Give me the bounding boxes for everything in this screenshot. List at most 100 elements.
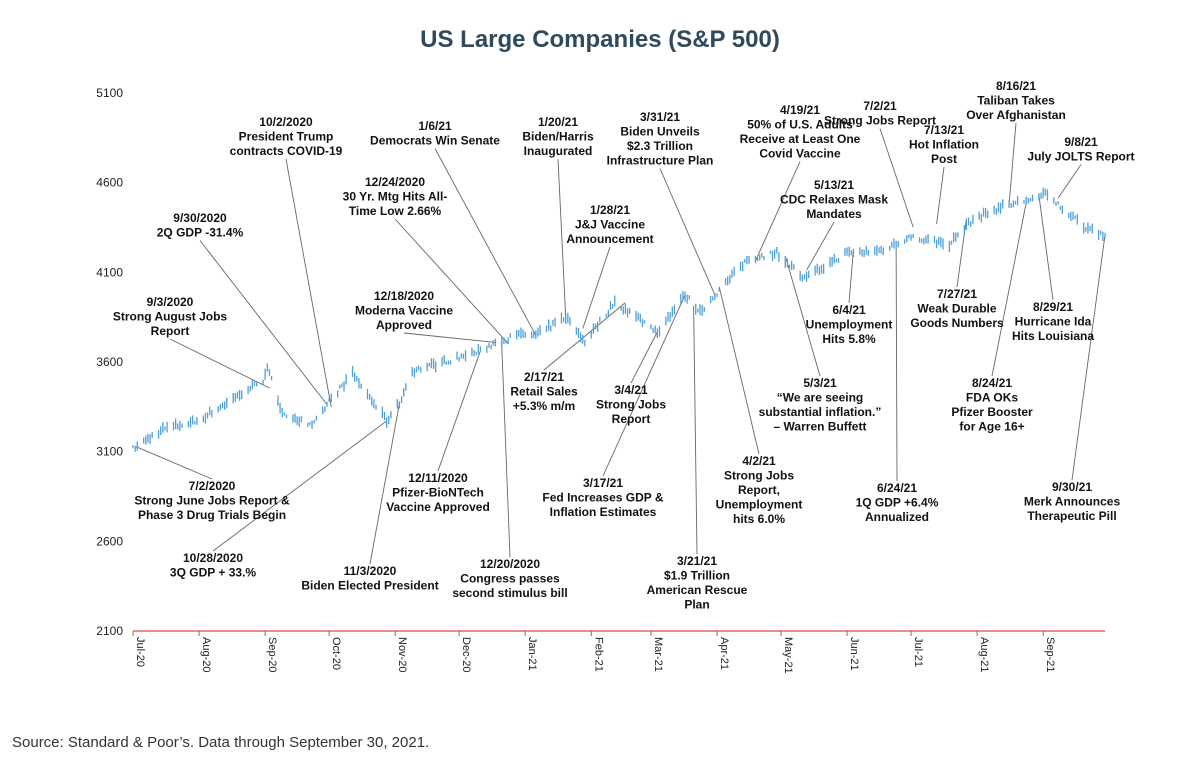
- annotation-line: 4/2/21: [742, 454, 776, 468]
- annotation-line: Covid Vaccine: [759, 147, 841, 161]
- x-axis: Jul-20 Aug-20 Sep-20 Oct-20 Nov-20 Dec-20 Jan-…: [132, 630, 1105, 674]
- annotation-line: 8/16/21: [996, 79, 1036, 93]
- x-tick-label: Jan-21: [526, 637, 538, 671]
- annotation-line: Report,: [738, 483, 780, 497]
- y-tick-label: 4600: [96, 176, 123, 190]
- annotation-line: President Trump: [239, 130, 334, 144]
- annotation-line: 8/29/21: [1033, 300, 1073, 314]
- annotation-leader: [659, 168, 716, 296]
- annotation-label: 9/8/21 July JOLTS Report: [1027, 135, 1134, 164]
- annotation-line: 50% of U.S. Adults: [747, 118, 853, 132]
- annotation-label: 6/4/21 Unemployment Hits 5.8%: [806, 303, 893, 346]
- annotation-line: 10/2/2020: [259, 115, 313, 129]
- annotation-line: Time Low 2.66%: [349, 204, 442, 218]
- annotation-line: Report: [151, 324, 190, 338]
- annotation-leader: [602, 294, 686, 477]
- y-tick-label: 4100: [96, 265, 123, 279]
- y-tick-label: 3600: [96, 355, 123, 369]
- annotation-line: Merk Announces: [1024, 495, 1121, 509]
- annotation-label: 3/31/21 Biden Unveils $2.3 Trillion Infrast…: [607, 110, 714, 168]
- annotation-line: Announcement: [566, 232, 653, 246]
- annotation-line: 5/3/21: [803, 376, 837, 390]
- annotation-line: 12/18/2020: [374, 289, 434, 303]
- annotation-line: Moderna Vaccine: [355, 304, 453, 318]
- annotation-line: $1.9 Trillion: [664, 569, 730, 583]
- annotation-line: 2Q GDP -31.4%: [157, 226, 244, 240]
- annotation-line: 3Q GDP + 33.%: [170, 566, 256, 580]
- annotation-label: 1/20/21 Biden/Harris Inaugurated: [522, 115, 594, 158]
- annotation-line: 1/28/21: [590, 203, 630, 217]
- annotation-leader: [895, 242, 898, 482]
- annotation-line: 4/19/21: [780, 103, 820, 117]
- annotation-line: Weak Durable: [917, 302, 996, 316]
- annotation-line: Over Afghanistan: [966, 108, 1066, 122]
- annotation-line: Pfizer Booster: [951, 405, 1033, 419]
- annotation-line: substantial inflation.”: [759, 405, 882, 419]
- annotation-label: 7/2/21 Strong Jobs Report: [824, 99, 936, 128]
- annotation-line: Inflation Estimates: [550, 505, 657, 519]
- annotation-leader: [394, 218, 509, 344]
- annotation-line: Hurricane Ida: [1015, 315, 1092, 329]
- annotation-line: 9/30/2020: [173, 211, 227, 225]
- annotation-leader: [369, 403, 400, 565]
- y-axis: 2100 2600 3100 3600 4100 4600 5100: [96, 86, 123, 638]
- annotation-line: FDA OKs: [966, 391, 1019, 405]
- annotation-line: contracts COVID-19: [230, 144, 343, 158]
- annotation-leader: [630, 331, 658, 384]
- annotation-line: 3/31/21: [640, 110, 680, 124]
- annotation-leader: [582, 246, 611, 329]
- annotation-line: Therapeutic Pill: [1027, 509, 1116, 523]
- annotation-leader: [991, 203, 1027, 377]
- annotation-line: 11/3/2020: [344, 564, 397, 578]
- annotation-line: Approved: [376, 318, 432, 332]
- annotation-line: 3/17/21: [583, 476, 623, 490]
- annotation-line: Strong Jobs: [596, 398, 666, 412]
- annotation-label: 1/6/21 Democrats Win Senate: [370, 119, 500, 148]
- annotation-leader: [199, 240, 328, 405]
- annotation-label: 12/20/2020 Congress passes second stimulus…: [452, 557, 567, 600]
- annotation-leader: [403, 332, 496, 343]
- annotation-line: 7/13/21: [924, 123, 964, 137]
- x-tick-label: Aug-21: [978, 637, 990, 672]
- annotation-leader: [134, 445, 213, 480]
- annotations: 7/2/2020 Strong June Jobs Report & Phase 3…: [113, 79, 1135, 612]
- x-tick-label: May-21: [782, 637, 794, 674]
- x-tick-label: Sep-21: [1044, 637, 1056, 672]
- annotation-label: 8/29/21 Hurricane Ida Hits Louisiana: [1012, 300, 1094, 343]
- annotation-label: 7/27/21 Weak Durable Goods Numbers: [910, 287, 1004, 330]
- annotation-line: 10/28/2020: [183, 551, 243, 565]
- annotation-label: 3/17/21 Fed Increases GDP & Inflation Esti…: [542, 476, 664, 519]
- sp500-chart: US Large Companies (S&P 500) 2100 2600 310…: [96, 26, 1135, 674]
- annotation-line: “We are seeing: [777, 391, 863, 405]
- x-tick-label: Dec-20: [460, 637, 472, 672]
- annotation-line: +5.3% m/m: [513, 399, 575, 413]
- annotation-line: 1Q GDP +6.4%: [856, 496, 939, 510]
- annotation-label: 9/30/21 Merk Announces Therapeutic Pill: [1024, 480, 1121, 523]
- annotation-leader: [936, 166, 945, 225]
- annotation-line: Infrastructure Plan: [607, 154, 714, 168]
- annotation-line: Pfizer-BioNTech: [392, 486, 484, 500]
- annotation-label: 9/3/2020 Strong August Jobs Report: [113, 295, 228, 338]
- annotation-line: hits 6.0%: [733, 512, 785, 526]
- annotation-label: 9/30/2020 2Q GDP -31.4%: [157, 211, 244, 240]
- annotation-line: 6/4/21: [832, 303, 866, 317]
- annotation-line: 6/24/21: [877, 481, 917, 495]
- annotation-line: 3/21/21: [677, 554, 717, 568]
- annotation-line: Hot Inflation: [909, 138, 979, 152]
- x-tick-label: Sep-20: [266, 637, 278, 672]
- price-bars: [132, 187, 1106, 452]
- annotation-line: – Warren Buffett: [774, 420, 867, 434]
- annotation-line: Hits Louisiana: [1012, 329, 1094, 343]
- annotation-line: 7/2/2020: [189, 479, 236, 493]
- annotation-leader: [285, 158, 332, 408]
- annotation-leader: [501, 345, 511, 558]
- y-tick-label: 5100: [96, 86, 123, 100]
- annotation-line: 9/3/2020: [147, 295, 194, 309]
- annotation-label: 3/4/21 Strong Jobs Report: [596, 383, 666, 426]
- annotation-leader: [879, 128, 914, 228]
- annotation-line: Goods Numbers: [910, 316, 1004, 330]
- annotation-line: 30 Yr. Mtg Hits All-: [343, 190, 448, 204]
- annotation-line: 3/4/21: [614, 383, 648, 397]
- annotation-line: for Age 16+: [959, 420, 1024, 434]
- annotation-line: Taliban Takes: [977, 94, 1055, 108]
